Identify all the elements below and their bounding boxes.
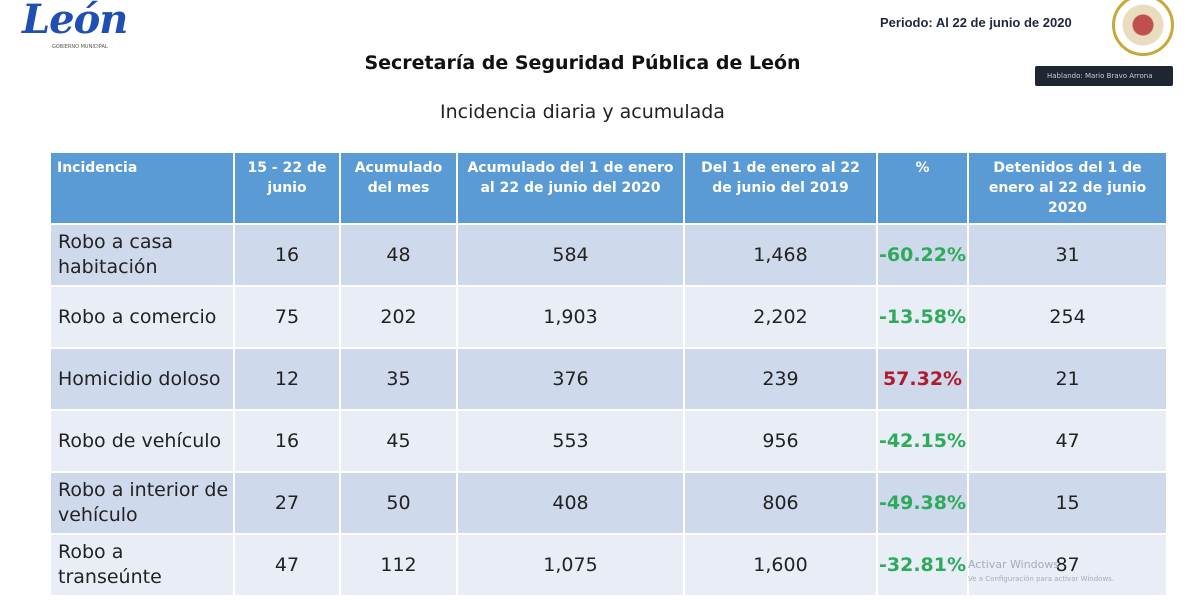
value-cell: 408 (456, 471, 685, 535)
header-cell: Acumulado del 1 de enero al 22 de junio … (456, 151, 685, 225)
incidence-name: Homicidio doloso (49, 347, 235, 411)
value-cell: 202 (339, 285, 458, 349)
incidence-name: Robo de vehículo (49, 409, 235, 473)
value-cell: 806 (683, 471, 878, 535)
value-cell: 48 (339, 223, 458, 287)
value-cell: 47 (967, 409, 1169, 473)
value-cell: 15 (967, 471, 1169, 535)
page-subtitle: Incidencia diaria y acumulada (440, 101, 725, 123)
header-cell: Del 1 de enero al 22 de junio del 2019 (683, 151, 878, 225)
value-cell: 50 (339, 471, 458, 535)
header-cell: Acumulado del mes (339, 151, 458, 225)
value-cell: 45 (339, 409, 458, 473)
incidence-name: Robo a interior de vehículo (49, 471, 235, 535)
value-cell: 239 (683, 347, 878, 411)
value-cell: 35 (339, 347, 458, 411)
value-cell: 254 (967, 285, 1169, 349)
value-cell: 376 (456, 347, 685, 411)
page-title: Secretaría de Seguridad Pública de León (364, 52, 801, 74)
leon-logo: León (22, 0, 128, 43)
value-cell: 27 (233, 471, 341, 535)
value-cell: 75 (233, 285, 341, 349)
table-row: Robo a comercio 75 202 1,903 2,202 -13.58% 254 (49, 285, 1169, 349)
incidence-name: Robo a transeúnte (49, 533, 235, 597)
logo-subtitle: GOBIERNO MUNICIPAL (52, 44, 108, 50)
value-cell: 112 (339, 533, 458, 597)
percent-change: -13.58% (875, 285, 970, 349)
header-cell: Detenidos del 1 de enero al 22 de junio … (967, 151, 1169, 225)
percent-change: -32.81% (875, 533, 970, 597)
value-cell: 1,600 (683, 533, 878, 597)
value-cell: 16 (233, 409, 341, 473)
value-cell: 12 (233, 347, 341, 411)
value-cell: 553 (456, 409, 685, 473)
table-header-row: Incidencia 15 - 22 de junio Acumulado de… (49, 151, 1169, 225)
header-cell: Incidencia (49, 151, 235, 225)
incidence-name: Robo a casa habitación (49, 223, 235, 287)
speaker-indicator: Hablando: Mario Bravo Arrona (1035, 66, 1173, 86)
table-row: Robo a interior de vehículo 27 50 408 806 -49… (49, 471, 1169, 535)
period-label: Periodo: Al 22 de junio de 2020 (880, 15, 1072, 30)
incidence-name: Robo a comercio (49, 285, 235, 349)
value-cell: 1,075 (456, 533, 685, 597)
value-cell: 2,202 (683, 285, 878, 349)
table-row: Robo a casa habitación 16 48 584 1,468 -60.22… (49, 223, 1169, 287)
value-cell: 1,903 (456, 285, 685, 349)
percent-change: 57.32% (875, 347, 970, 411)
value-cell: 16 (233, 223, 341, 287)
incidence-table: Incidencia 15 - 22 de junio Acumulado de… (49, 151, 1169, 597)
value-cell: 21 (967, 347, 1169, 411)
windows-activation-hint: Ve a Configuración para activar Windows. (968, 575, 1115, 583)
header-cell: % (875, 151, 970, 225)
value-cell: 31 (967, 223, 1169, 287)
value-cell: 87 (967, 533, 1169, 597)
value-cell: 1,468 (683, 223, 878, 287)
value-cell: 47 (233, 533, 341, 597)
security-seal-icon (1112, 0, 1174, 56)
table-row: Homicidio doloso 12 35 376 239 57.32% 21 (49, 347, 1169, 411)
header-cell: 15 - 22 de junio (233, 151, 341, 225)
table-row: Robo a transeúnte 47 112 1,075 1,600 -32.81% 8… (49, 533, 1169, 597)
percent-change: -49.38% (875, 471, 970, 535)
percent-change: -60.22% (875, 223, 970, 287)
value-cell: 584 (456, 223, 685, 287)
windows-activation-watermark: Activar Windows (968, 558, 1060, 571)
percent-change: -42.15% (875, 409, 970, 473)
value-cell: 956 (683, 409, 878, 473)
table-row: Robo de vehículo 16 45 553 956 -42.15% 47 (49, 409, 1169, 473)
